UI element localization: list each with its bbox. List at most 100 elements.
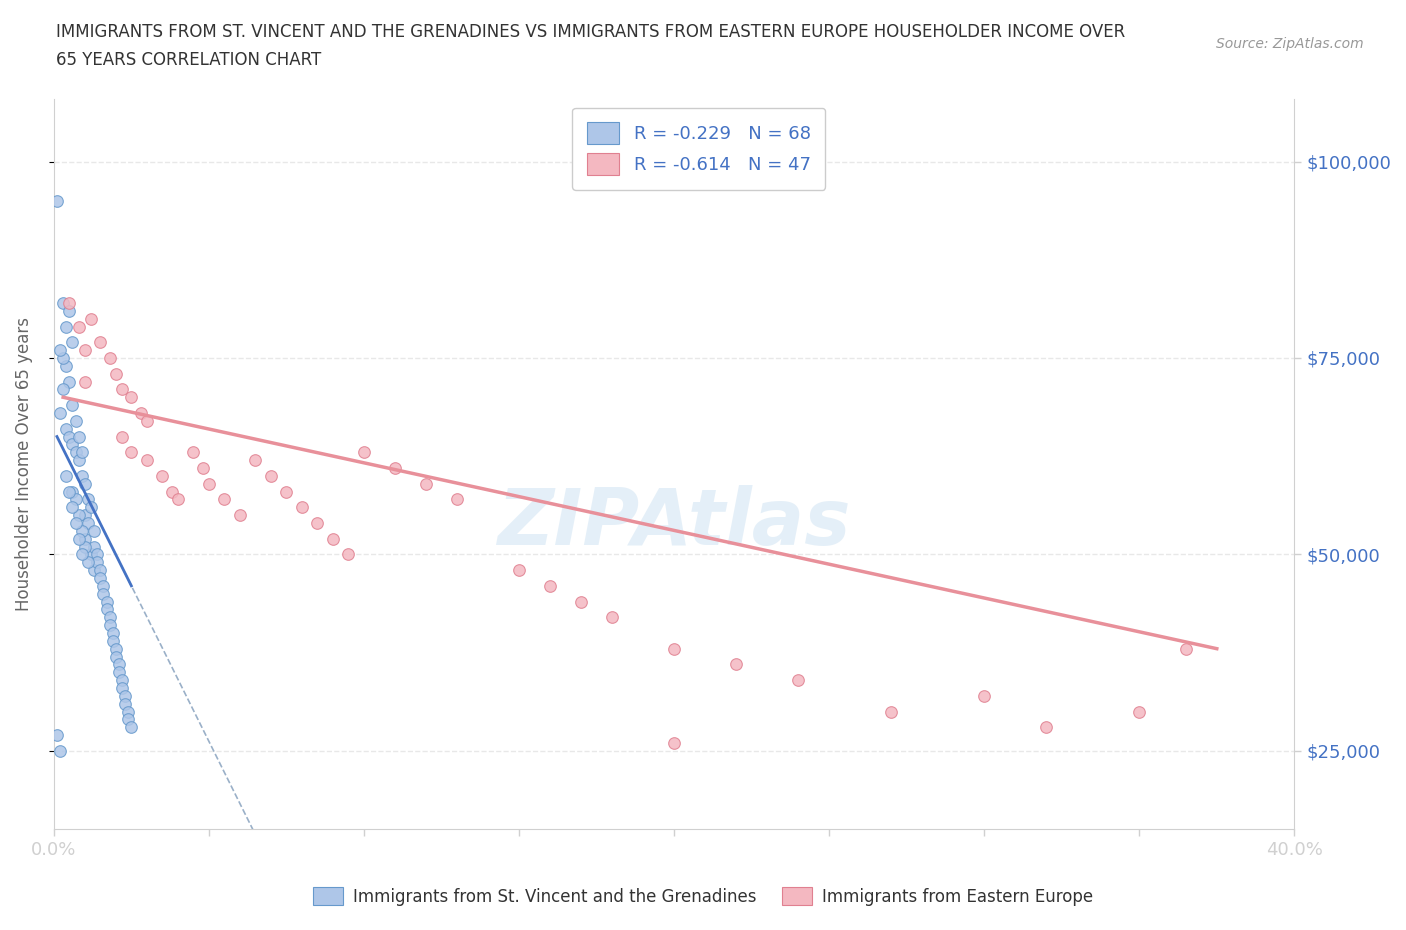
- Point: [117, 704, 139, 719]
- Point: [214, 492, 236, 507]
- Point: [70, 445, 93, 459]
- Point: [83, 539, 105, 554]
- Point: [198, 476, 221, 491]
- Point: [384, 460, 406, 475]
- Point: [70, 469, 93, 484]
- Point: [415, 476, 437, 491]
- Point: [98, 610, 121, 625]
- Point: [80, 312, 103, 326]
- Point: [86, 547, 108, 562]
- Point: [73, 531, 96, 546]
- Point: [77, 515, 100, 530]
- Point: [67, 319, 90, 334]
- Point: [83, 524, 105, 538]
- Legend: Immigrants from St. Vincent and the Grenadines, Immigrants from Eastern Europe: Immigrants from St. Vincent and the Gren…: [307, 881, 1099, 912]
- Point: [65, 445, 87, 459]
- Point: [93, 586, 115, 601]
- Point: [322, 531, 344, 546]
- Point: [120, 390, 142, 405]
- Point: [120, 720, 142, 735]
- Point: [62, 485, 84, 499]
- Y-axis label: Householder Income Over 65 years: Householder Income Over 65 years: [15, 317, 32, 611]
- Point: [67, 453, 90, 468]
- Point: [880, 704, 903, 719]
- Point: [600, 610, 623, 625]
- Point: [80, 547, 103, 562]
- Point: [67, 508, 90, 523]
- Point: [104, 649, 127, 664]
- Point: [67, 531, 90, 546]
- Point: [62, 398, 84, 413]
- Point: [104, 366, 127, 381]
- Point: [55, 469, 77, 484]
- Point: [508, 563, 530, 578]
- Point: [291, 499, 314, 514]
- Point: [245, 453, 267, 468]
- Point: [58, 296, 80, 311]
- Point: [101, 633, 124, 648]
- Point: [96, 594, 118, 609]
- Point: [229, 508, 252, 523]
- Point: [89, 563, 111, 578]
- Point: [98, 351, 121, 365]
- Point: [62, 499, 84, 514]
- Point: [353, 445, 375, 459]
- Point: [67, 429, 90, 444]
- Point: [55, 421, 77, 436]
- Point: [65, 414, 87, 429]
- Point: [120, 445, 142, 459]
- Point: [73, 374, 96, 389]
- Point: [62, 335, 84, 350]
- Point: [117, 712, 139, 727]
- Point: [77, 555, 100, 570]
- Text: 65 YEARS CORRELATION CHART: 65 YEARS CORRELATION CHART: [56, 51, 322, 69]
- Point: [96, 602, 118, 617]
- Point: [973, 688, 995, 703]
- Point: [65, 515, 87, 530]
- Point: [52, 296, 75, 311]
- Point: [70, 524, 93, 538]
- Point: [569, 594, 592, 609]
- Point: [662, 642, 685, 657]
- Point: [337, 547, 360, 562]
- Point: [58, 485, 80, 499]
- Point: [49, 342, 72, 357]
- Point: [58, 303, 80, 318]
- Point: [191, 460, 214, 475]
- Point: [787, 672, 810, 687]
- Point: [58, 374, 80, 389]
- Point: [49, 405, 72, 420]
- Point: [45, 193, 67, 208]
- Point: [89, 335, 111, 350]
- Point: [89, 570, 111, 585]
- Point: [73, 539, 96, 554]
- Point: [98, 618, 121, 632]
- Point: [135, 414, 157, 429]
- Point: [45, 727, 67, 742]
- Point: [167, 492, 190, 507]
- Point: [62, 437, 84, 452]
- Point: [65, 492, 87, 507]
- Point: [114, 697, 136, 711]
- Point: [70, 547, 93, 562]
- Point: [183, 445, 205, 459]
- Point: [83, 563, 105, 578]
- Point: [260, 469, 283, 484]
- Point: [307, 515, 329, 530]
- Point: [101, 626, 124, 641]
- Point: [129, 405, 152, 420]
- Text: Source: ZipAtlas.com: Source: ZipAtlas.com: [1216, 37, 1364, 51]
- Point: [725, 657, 748, 671]
- Point: [538, 578, 561, 593]
- Point: [446, 492, 468, 507]
- Point: [73, 476, 96, 491]
- Point: [49, 743, 72, 758]
- Point: [58, 429, 80, 444]
- Point: [160, 485, 183, 499]
- Legend: R = -0.229   N = 68, R = -0.614   N = 47: R = -0.229 N = 68, R = -0.614 N = 47: [572, 108, 825, 190]
- Point: [111, 429, 134, 444]
- Point: [104, 642, 127, 657]
- Point: [52, 351, 75, 365]
- Point: [1035, 720, 1057, 735]
- Point: [111, 382, 134, 397]
